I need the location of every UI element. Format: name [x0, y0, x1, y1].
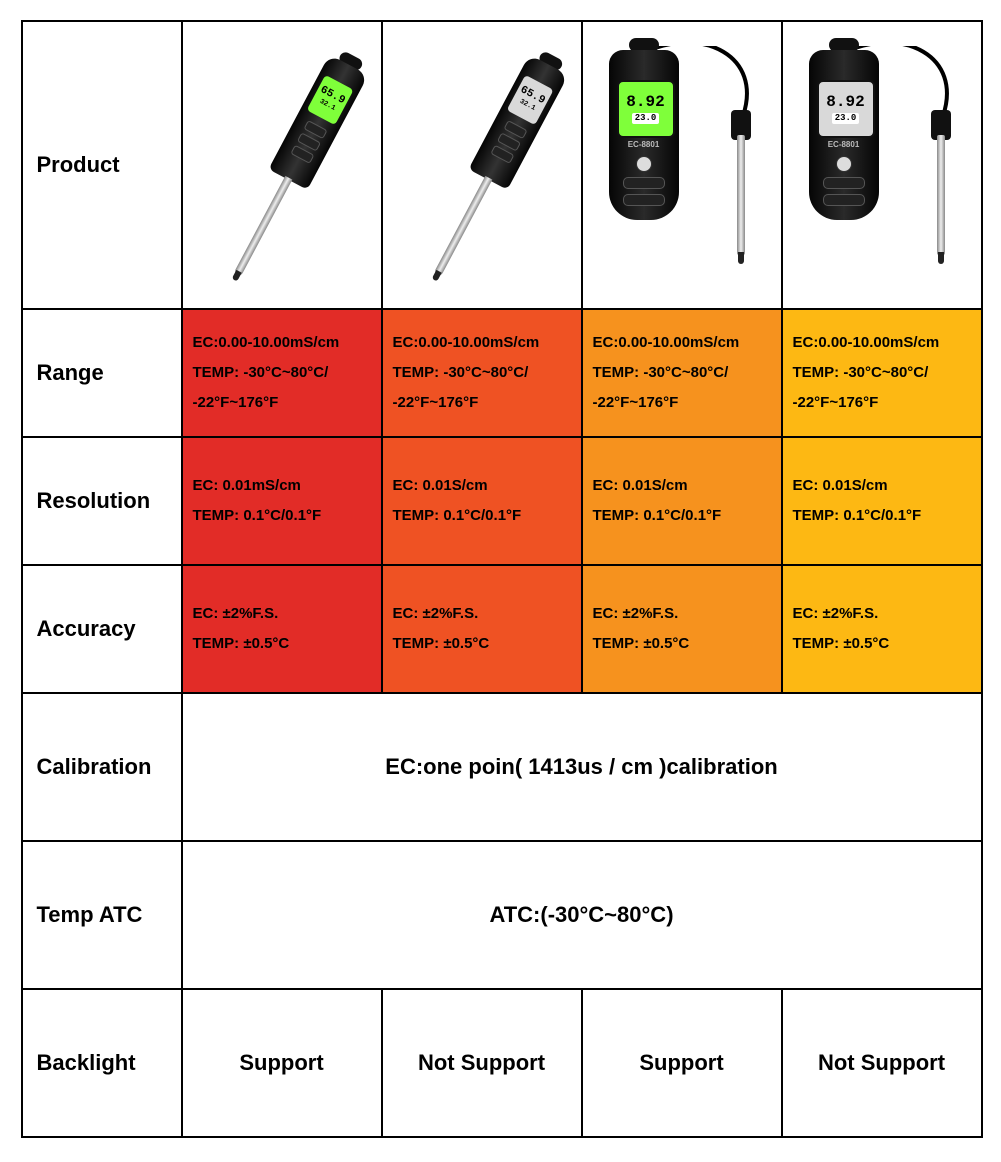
lcd-screen-icon: 8.92 23.0 [817, 80, 875, 138]
product-cell-d: 8.92 23.0 EC-8801 [782, 21, 982, 309]
range-c: EC:0.00-10.00mS/cm TEMP: -30°C~80°C/ -22… [582, 309, 782, 437]
label-resolution: Resolution [22, 437, 182, 565]
label-product: Product [22, 21, 182, 309]
lcd-screen-icon: 8.92 23.0 [617, 80, 675, 138]
row-calibration: Calibration EC:one poin( 1413us / cm )ca… [22, 693, 982, 841]
row-product: Product 65.9 32.1 [22, 21, 982, 309]
row-range: Range EC:0.00-10.00mS/cm TEMP: -30°C~80°… [22, 309, 982, 437]
product-cell-c: 8.92 23.0 EC-8801 [582, 21, 782, 309]
backlight-c: Support [582, 989, 782, 1137]
product-illustration-d: 8.92 23.0 EC-8801 [789, 30, 975, 300]
accuracy-a: EC: ±2%F.S. TEMP: ±0.5°C [182, 565, 382, 693]
temp-atc-value: ATC:(-30°C~80°C) [182, 841, 982, 989]
accuracy-c: EC: ±2%F.S. TEMP: ±0.5°C [582, 565, 782, 693]
resolution-a: EC: 0.01mS/cm TEMP: 0.1°C/0.1°F [182, 437, 382, 565]
row-resolution: Resolution EC: 0.01mS/cm TEMP: 0.1°C/0.1… [22, 437, 982, 565]
accuracy-d: EC: ±2%F.S. TEMP: ±0.5°C [782, 565, 982, 693]
resolution-b: EC: 0.01S/cm TEMP: 0.1°C/0.1°F [382, 437, 582, 565]
row-temp-atc: Temp ATC ATC:(-30°C~80°C) [22, 841, 982, 989]
model-label: EC-8801 [617, 140, 671, 149]
row-backlight: Backlight Support Not Support Support No… [22, 989, 982, 1137]
backlight-d: Not Support [782, 989, 982, 1137]
range-b: EC:0.00-10.00mS/cm TEMP: -30°C~80°C/ -22… [382, 309, 582, 437]
product-cell-b: 65.9 32.1 [382, 21, 582, 309]
model-label: EC-8801 [817, 140, 871, 149]
range-d: EC:0.00-10.00mS/cm TEMP: -30°C~80°C/ -22… [782, 309, 982, 437]
label-accuracy: Accuracy [22, 565, 182, 693]
comparison-table: Product 65.9 32.1 [21, 20, 981, 1138]
calibration-value: EC:one poin( 1413us / cm )calibration [182, 693, 982, 841]
backlight-b: Not Support [382, 989, 582, 1137]
accuracy-b: EC: ±2%F.S. TEMP: ±0.5°C [382, 565, 582, 693]
label-backlight: Backlight [22, 989, 182, 1137]
resolution-c: EC: 0.01S/cm TEMP: 0.1°C/0.1°F [582, 437, 782, 565]
row-accuracy: Accuracy EC: ±2%F.S. TEMP: ±0.5°C EC: ±2… [22, 565, 982, 693]
label-range: Range [22, 309, 182, 437]
range-a: EC:0.00-10.00mS/cm TEMP: -30°C~80°C/ -22… [182, 309, 382, 437]
resolution-d: EC: 0.01S/cm TEMP: 0.1°C/0.1°F [782, 437, 982, 565]
label-calibration: Calibration [22, 693, 182, 841]
backlight-a: Support [182, 989, 382, 1137]
product-cell-a: 65.9 32.1 [182, 21, 382, 309]
product-illustration-b: 65.9 32.1 [389, 30, 575, 300]
label-temp-atc: Temp ATC [22, 841, 182, 989]
product-illustration-a: 65.9 32.1 [189, 30, 375, 300]
product-illustration-c: 8.92 23.0 EC-8801 [589, 30, 775, 300]
